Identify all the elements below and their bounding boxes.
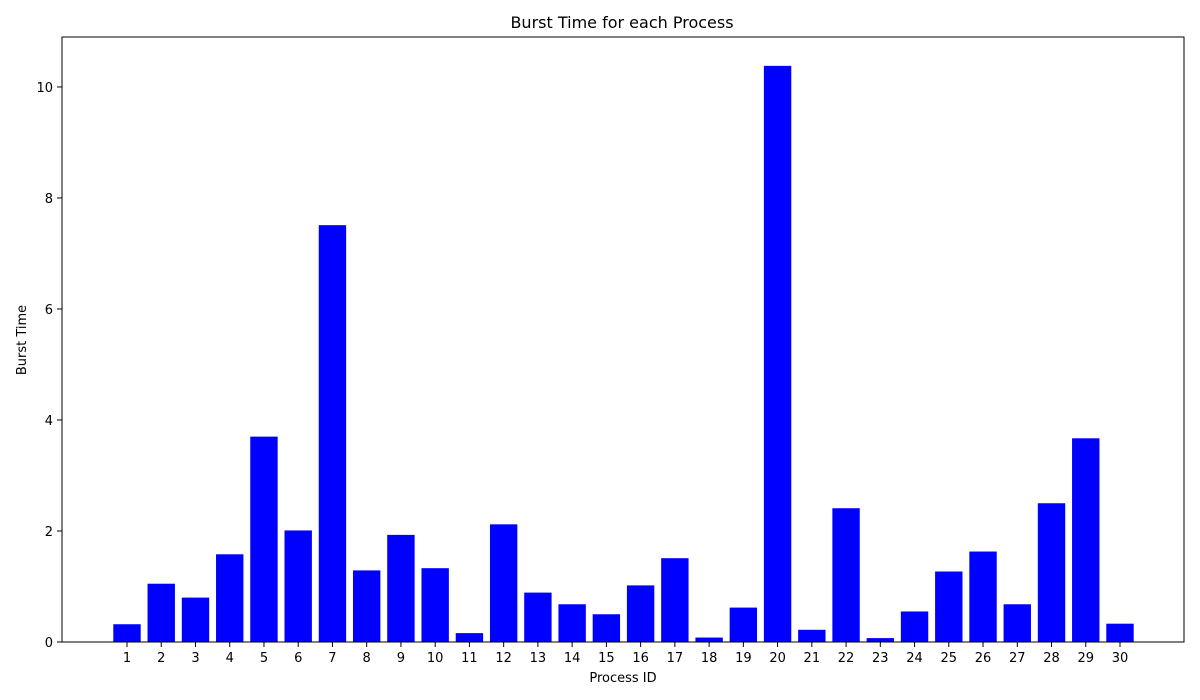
x-tick-label: 7 bbox=[328, 651, 336, 666]
bar-process-27 bbox=[1003, 604, 1031, 642]
bar-process-4 bbox=[216, 554, 244, 642]
x-tick-label: 16 bbox=[632, 651, 649, 666]
x-tick-label: 3 bbox=[191, 651, 199, 666]
bar-process-1 bbox=[113, 624, 141, 642]
x-tick-label: 8 bbox=[363, 651, 371, 666]
bar-process-11 bbox=[455, 633, 484, 642]
x-tick-label: 2 bbox=[157, 651, 165, 666]
x-tick-label: 6 bbox=[294, 651, 302, 666]
x-tick-label: 18 bbox=[701, 651, 718, 666]
bars-group bbox=[113, 65, 1134, 643]
bar-process-21 bbox=[798, 629, 826, 642]
x-tick-label: 12 bbox=[495, 651, 512, 666]
y-tick-label: 6 bbox=[45, 303, 53, 318]
bar-process-10 bbox=[421, 568, 449, 642]
y-tick-label: 10 bbox=[36, 81, 53, 96]
bar-process-28 bbox=[1037, 503, 1066, 642]
bar-process-12 bbox=[489, 524, 518, 642]
x-axis-label: Process ID bbox=[589, 671, 656, 686]
bar-process-25 bbox=[935, 571, 963, 642]
bar-process-15 bbox=[592, 614, 621, 642]
x-tick-label: 17 bbox=[667, 651, 684, 666]
bar-process-23 bbox=[866, 638, 894, 642]
x-tick-label: 14 bbox=[564, 651, 581, 666]
bar-process-18 bbox=[695, 637, 723, 642]
x-tick-label: 11 bbox=[461, 651, 478, 666]
x-axis-ticks: 1 2 3 4 5 6 7 8 9 10 11 12 13 14 15 16 17 18 19 20 21 22 23 24 2… bbox=[123, 642, 1128, 666]
x-tick-label: 29 bbox=[1077, 651, 1094, 666]
bar-process-8 bbox=[352, 570, 381, 642]
x-tick-label: 22 bbox=[838, 651, 855, 666]
bar-process-7 bbox=[318, 225, 347, 642]
bar-process-30 bbox=[1106, 623, 1134, 642]
bar-process-3 bbox=[181, 597, 210, 642]
bar-process-16 bbox=[626, 585, 655, 642]
plot-frame bbox=[61, 36, 1185, 643]
x-tick-label: 10 bbox=[427, 651, 444, 666]
x-tick-label: 4 bbox=[226, 651, 234, 666]
bar-process-17 bbox=[661, 558, 689, 642]
y-axis-label: Burst Time bbox=[15, 305, 30, 375]
bar-process-22 bbox=[832, 508, 860, 642]
bar-process-26 bbox=[969, 551, 997, 642]
x-tick-label: 23 bbox=[872, 651, 889, 666]
x-tick-label: 30 bbox=[1112, 651, 1129, 666]
x-tick-label: 9 bbox=[397, 651, 405, 666]
x-tick-label: 28 bbox=[1043, 651, 1060, 666]
bar-process-14 bbox=[558, 604, 586, 642]
y-tick-label: 4 bbox=[45, 414, 53, 429]
y-axis-ticks: 0 2 4 6 8 10 bbox=[36, 81, 62, 651]
bar-process-29 bbox=[1072, 438, 1100, 642]
x-tick-label: 26 bbox=[975, 651, 992, 666]
bar-process-9 bbox=[387, 534, 415, 642]
bar-process-24 bbox=[900, 611, 929, 642]
x-tick-label: 24 bbox=[906, 651, 923, 666]
bar-process-6 bbox=[284, 530, 312, 642]
x-tick-label: 15 bbox=[598, 651, 615, 666]
x-tick-label: 27 bbox=[1009, 651, 1026, 666]
chart-title: Burst Time for each Process bbox=[510, 13, 733, 32]
y-tick-label: 2 bbox=[45, 525, 53, 540]
x-tick-label: 19 bbox=[735, 651, 752, 666]
bar-process-13 bbox=[524, 592, 552, 642]
bar-process-5 bbox=[250, 436, 278, 642]
x-tick-label: 1 bbox=[123, 651, 131, 666]
y-tick-label: 0 bbox=[45, 636, 53, 651]
x-tick-label: 13 bbox=[530, 651, 547, 666]
x-tick-label: 5 bbox=[260, 651, 268, 666]
x-tick-label: 25 bbox=[941, 651, 958, 666]
bar-process-19 bbox=[729, 607, 758, 642]
bar-process-20 bbox=[763, 65, 792, 643]
x-tick-label: 20 bbox=[769, 651, 786, 666]
y-tick-label: 8 bbox=[45, 192, 53, 207]
bar-process-2 bbox=[147, 583, 175, 642]
x-tick-label: 21 bbox=[804, 651, 821, 666]
